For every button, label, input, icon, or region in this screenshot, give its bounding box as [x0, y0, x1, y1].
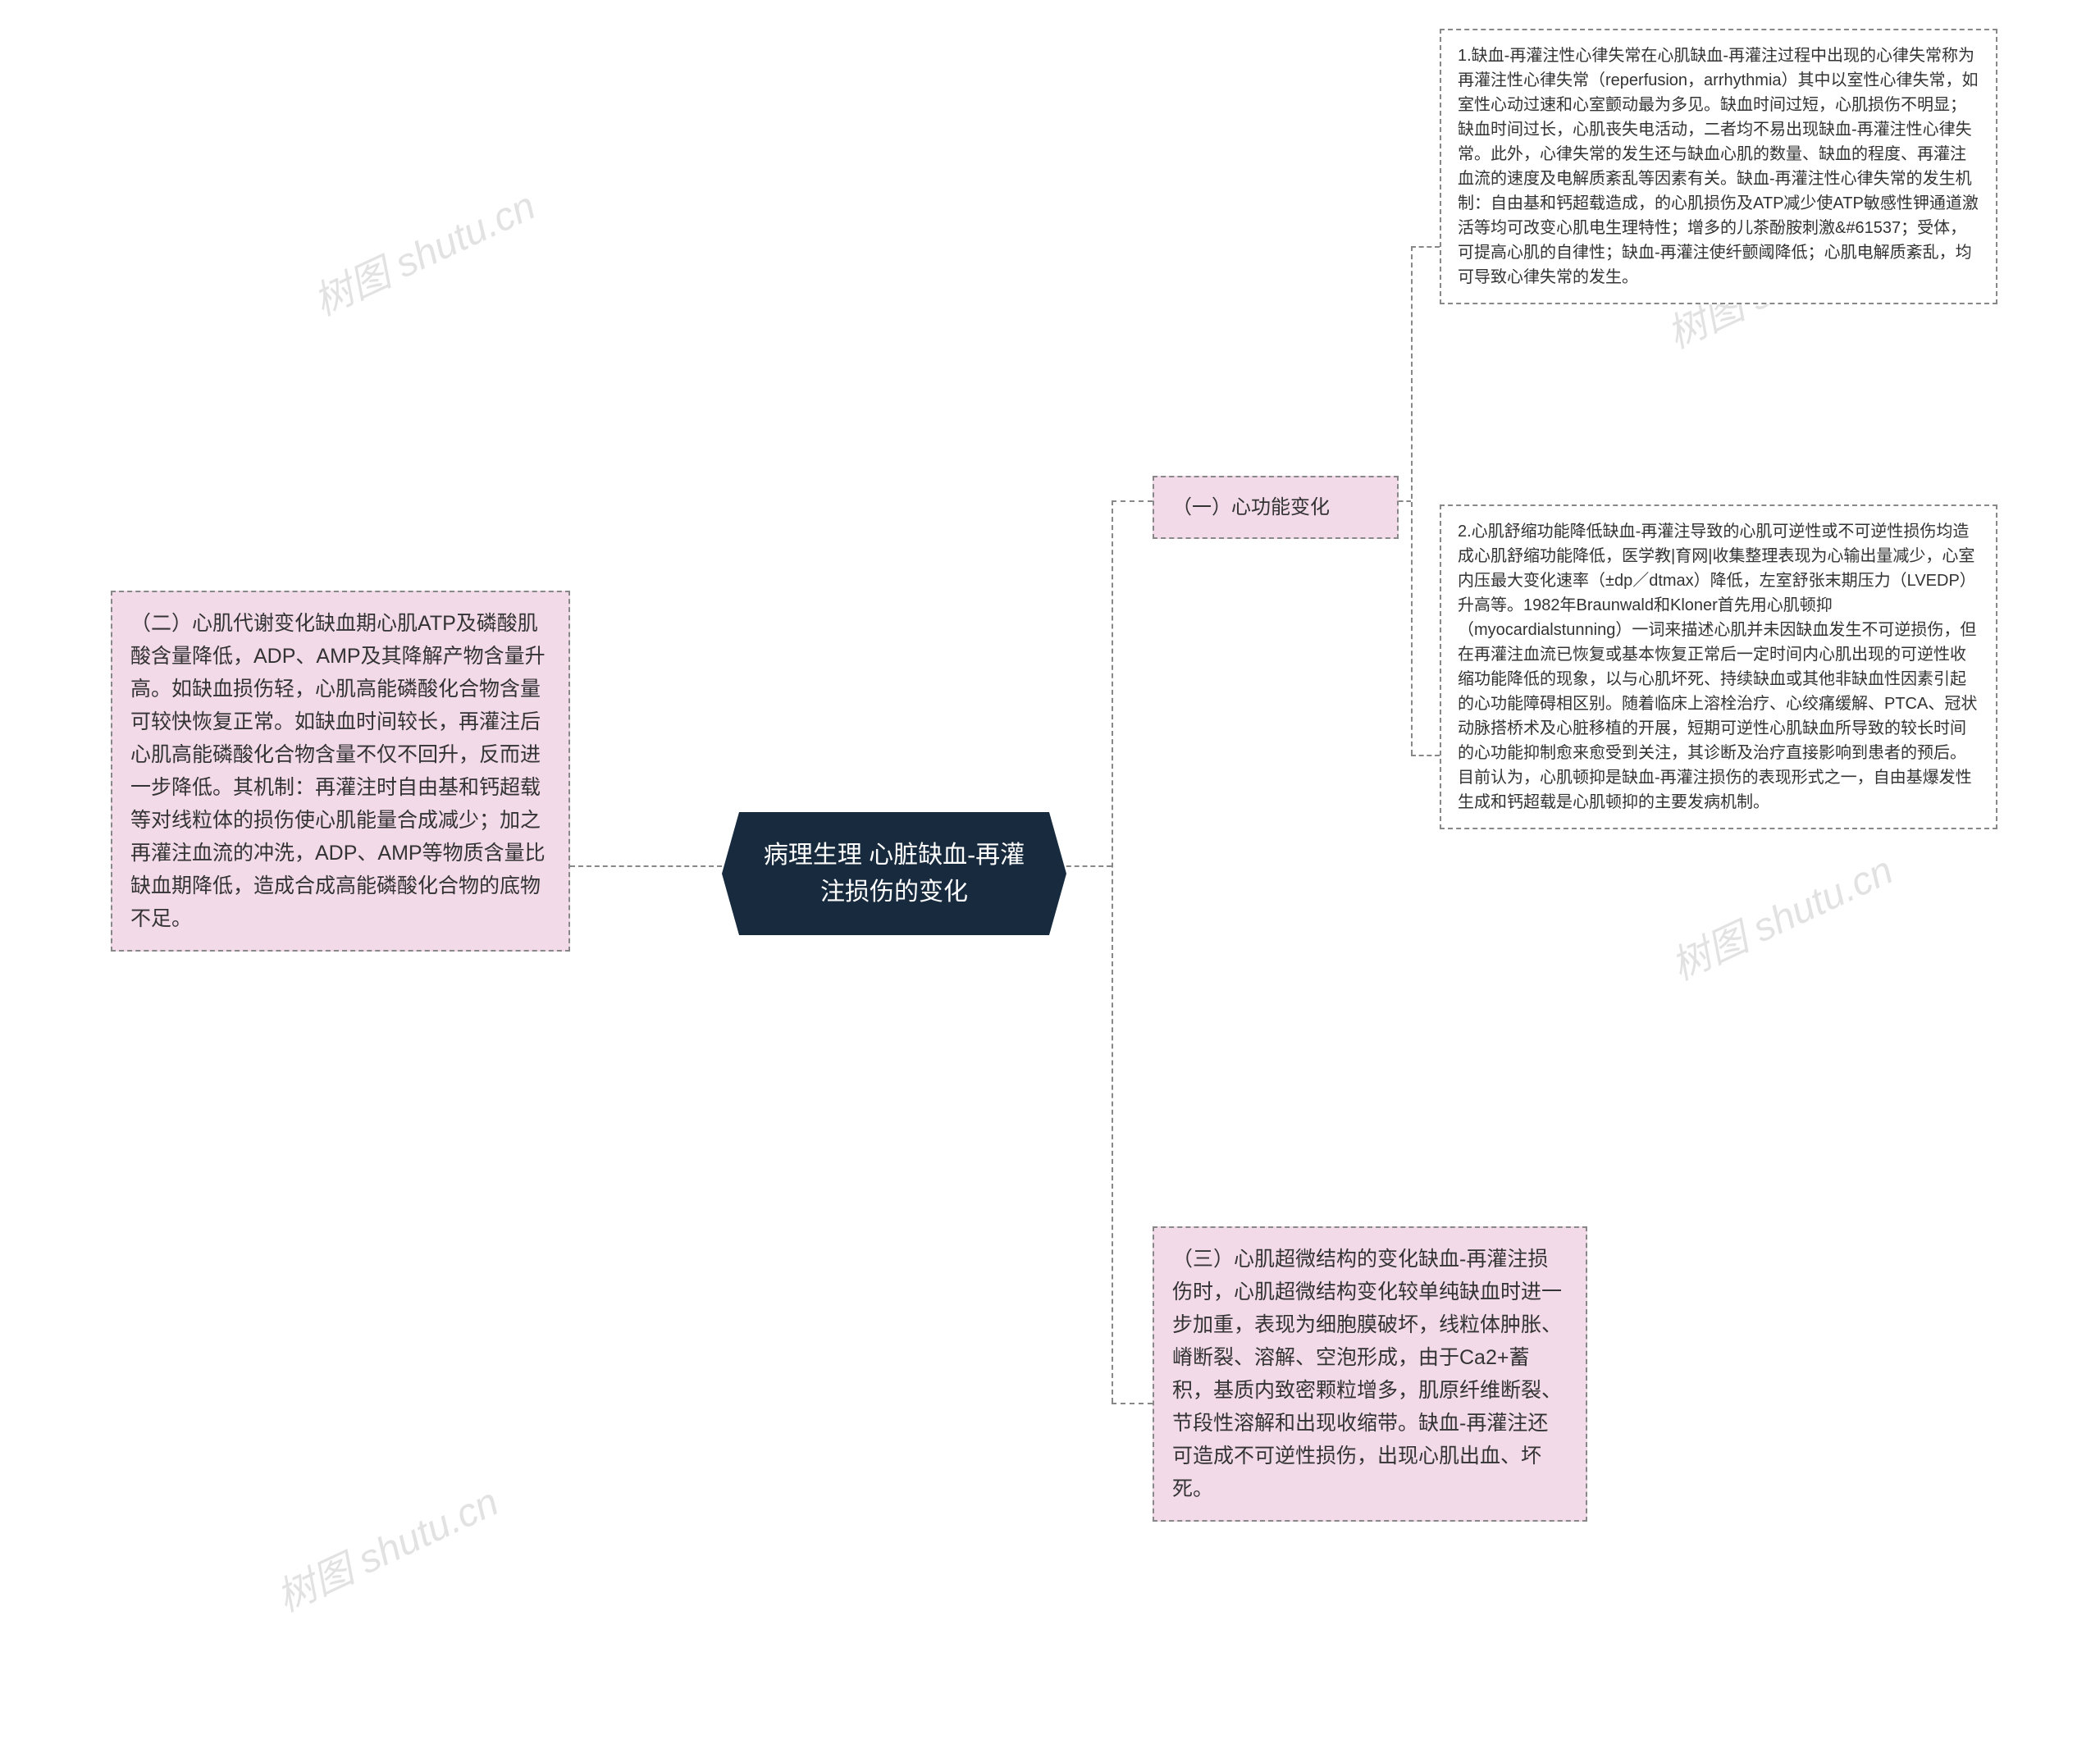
left-node-text: （二）心肌代谢变化缺血期心肌ATP及磷酸肌酸含量降低，ADP、AMP及其降解产物… [130, 612, 546, 930]
watermark-3: 树图 shutu.cn [1660, 838, 1901, 991]
connector-right-vertical [1112, 500, 1113, 1403]
section-one-child1-node: 1.缺血-再灌注性心律失常在心肌缺血-再灌注过程中出现的心律失常称为再灌注性心律… [1440, 29, 1997, 304]
watermark-1: 树图 shutu.cn [303, 174, 543, 326]
section-three-node: （三）心肌超微结构的变化缺血-再灌注损伤时，心肌超微结构变化较单纯缺血时进一步加… [1153, 1226, 1587, 1522]
connector-section-one-right [1399, 500, 1411, 502]
connector-to-section-three [1112, 1403, 1153, 1404]
section-one-child2-node: 2.心肌舒缩功能降低缺血-再灌注导致的心肌可逆性或不可逆性损伤均造成心肌舒缩功能… [1440, 504, 1997, 829]
section-one-title-node: （一）心功能变化 [1153, 476, 1399, 539]
left-node-section-two: （二）心肌代谢变化缺血期心肌ATP及磷酸肌酸含量降低，ADP、AMP及其降解产物… [111, 591, 570, 952]
section-three-text: （三）心肌超微结构的变化缺血-再灌注损伤时，心肌超微结构变化较单纯缺血时进一步加… [1172, 1248, 1562, 1500]
connector-section-one-vertical [1411, 246, 1413, 755]
connector-to-section-one [1112, 500, 1153, 502]
center-title: 病理生理 心脏缺血-再灌注损伤的变化 [764, 842, 1025, 906]
connector-to-child2 [1411, 755, 1440, 756]
section-one-child1-text: 1.缺血-再灌注性心律失常在心肌缺血-再灌注过程中出现的心律失常称为再灌注性心律… [1458, 47, 1979, 286]
center-node: 病理生理 心脏缺血-再灌注损伤的变化 [722, 812, 1066, 935]
connector-center-left [570, 865, 730, 867]
connector-to-child1 [1411, 246, 1440, 248]
connector-center-right [1058, 865, 1112, 867]
section-one-title: （一）心功能变化 [1172, 496, 1330, 518]
watermark-4: 树图 shutu.cn [266, 1470, 506, 1623]
section-one-child2-text: 2.心肌舒缩功能降低缺血-再灌注导致的心肌可逆性或不可逆性损伤均造成心肌舒缩功能… [1458, 523, 1977, 811]
